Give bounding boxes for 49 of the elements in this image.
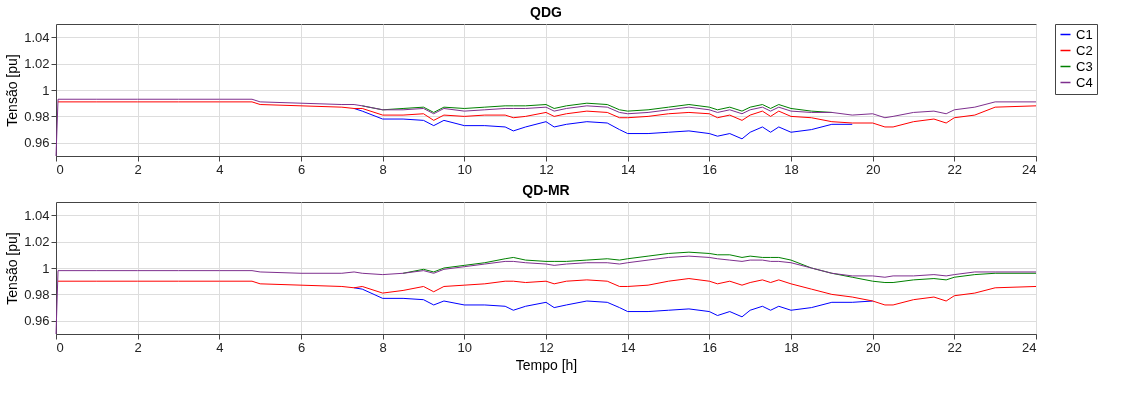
x-tick-label: 22 xyxy=(947,161,963,177)
line-series xyxy=(57,278,1037,306)
y-axis-title: Tensão [pu] xyxy=(4,232,21,305)
x-tick-label: 8 xyxy=(379,161,387,177)
x-tick-label: 0 xyxy=(56,161,64,177)
x-tick-label: 18 xyxy=(784,161,799,177)
y-tick-label: 0.98 xyxy=(24,108,50,124)
x-tick-label: 4 xyxy=(216,339,224,355)
x-tick-label: 6 xyxy=(297,339,306,355)
y-tick-label: 1.02 xyxy=(24,234,50,250)
x-tick-label: 16 xyxy=(702,339,718,355)
y-tick-label: 1 xyxy=(42,82,50,98)
legend-label: C1 xyxy=(1076,26,1093,42)
x-tick-label: 24 xyxy=(1022,339,1037,355)
x-tick-label: 10 xyxy=(457,161,473,177)
x-tick-label: 2 xyxy=(134,161,142,177)
y-tick-label: 1.04 xyxy=(24,29,50,45)
legend-label: C4 xyxy=(1076,74,1093,90)
x-tick-label: 14 xyxy=(620,339,636,355)
x-tick-label: 20 xyxy=(865,161,881,177)
x-axis-title: Tempo [h] xyxy=(515,356,578,373)
x-tick-label: 16 xyxy=(702,161,718,177)
legend-label: C2 xyxy=(1076,42,1093,58)
x-tick-label: 18 xyxy=(784,339,799,355)
y-axis-title: Tensão [pu] xyxy=(4,54,21,127)
chart-title: QD-MR xyxy=(522,182,570,198)
x-tick-label: 0 xyxy=(56,339,64,355)
line-series xyxy=(57,101,1037,128)
x-tick-label: 12 xyxy=(539,161,554,177)
x-tick-label: 2 xyxy=(134,339,142,355)
legend-label: C3 xyxy=(1076,58,1093,74)
x-tick-label: 24 xyxy=(1022,161,1037,177)
chart-title: QDG xyxy=(530,3,563,20)
x-tick-label: 20 xyxy=(865,339,881,355)
y-tick-label: 1.04 xyxy=(24,207,50,223)
x-tick-label: 10 xyxy=(457,339,473,355)
y-tick-label: 1.02 xyxy=(24,56,50,72)
y-tick-label: 0.98 xyxy=(24,286,50,302)
x-tick-label: 22 xyxy=(947,339,963,355)
x-tick-label: 12 xyxy=(539,339,554,355)
y-tick-label: 1 xyxy=(42,260,50,276)
y-tick-label: 0.96 xyxy=(24,135,50,151)
x-tick-label: 14 xyxy=(620,161,636,177)
x-tick-label: 4 xyxy=(216,161,224,177)
x-tick-label: 8 xyxy=(379,339,387,355)
line-series xyxy=(353,287,874,318)
y-tick-label: 0.96 xyxy=(24,313,50,329)
line-series xyxy=(353,107,853,140)
x-tick-label: 6 xyxy=(297,161,306,177)
